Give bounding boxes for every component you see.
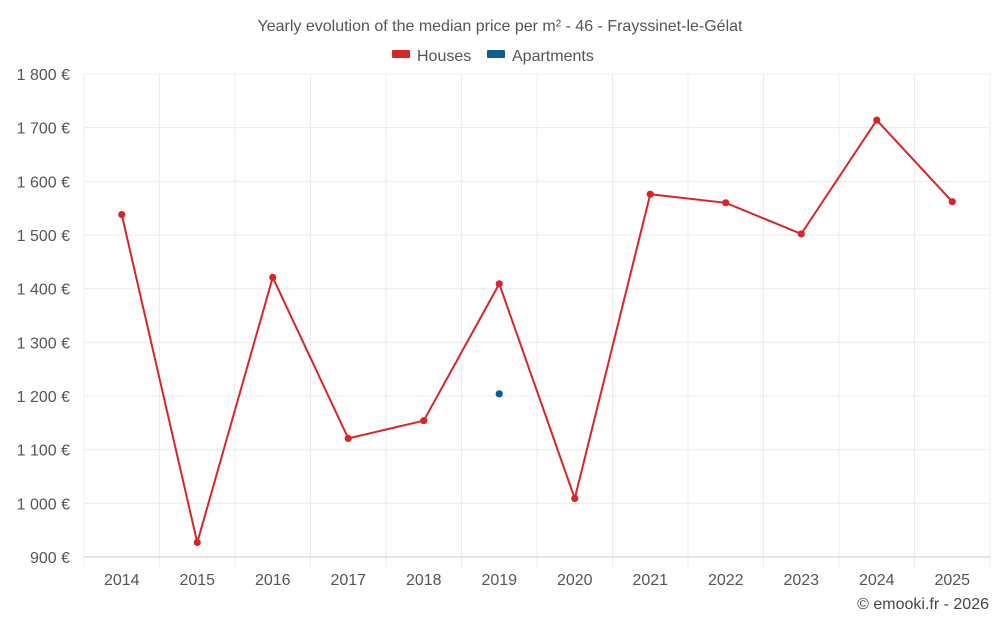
data-point-houses-2016[interactable] [269,273,277,281]
series-houses [118,116,956,547]
legend-swatch-apartments [487,50,505,58]
data-point-houses-2025[interactable] [948,198,956,206]
data-point-houses-2024[interactable] [873,116,881,124]
legend-item-houses[interactable]: Houses [392,48,471,65]
y-axis-labels: 900 € 1 000 € 1 100 € 1 200 € 1 300 € 1 400 €… [17,67,70,567]
data-point-houses-2018[interactable] [420,417,428,425]
legend-label-houses: Houses [417,48,471,65]
x-tick-label: 2015 [179,572,215,589]
x-tick-label: 2022 [708,572,744,589]
y-tick-label: 900 € [30,550,70,567]
x-tick-label: 2024 [859,572,895,589]
data-point-houses-2014[interactable] [118,211,126,219]
x-tick-label: 2021 [632,572,668,589]
series-layer [118,116,956,547]
data-point-houses-2019[interactable] [495,280,503,288]
x-gridlines [83,74,991,567]
data-point-houses-2017[interactable] [344,434,352,442]
x-tick-label: 2014 [104,572,140,589]
data-point-houses-2020[interactable] [571,494,579,503]
legend-swatch-houses [392,50,410,58]
data-point-apartments-2019[interactable] [495,390,503,398]
data-point-houses-2022[interactable] [722,199,730,207]
data-point-houses-2015[interactable] [193,538,201,547]
y-tick-label: 1 200 € [17,389,70,406]
series-line-houses [120,118,953,543]
series-apartments [495,390,503,398]
chart-title: Yearly evolution of the median price per… [258,18,744,35]
x-tick-label: 2020 [557,572,593,589]
y-tick-label: 1 700 € [17,121,70,138]
y-tick-label: 1 800 € [17,67,70,84]
legend: Houses Apartments [392,48,594,65]
x-tick-label: 2025 [934,572,970,589]
legend-label-apartments: Apartments [512,48,594,65]
x-axis-labels: 2014 2015 2016 2017 2018 2019 2020 2021 2022 2023… [104,572,970,589]
y-tick-label: 1 400 € [17,282,70,299]
x-tick-label: 2016 [255,572,291,589]
legend-item-apartments[interactable]: Apartments [487,48,594,65]
y-tick-label: 1 000 € [17,496,70,513]
x-tick-label: 2018 [406,572,442,589]
x-tick-label: 2017 [330,572,366,589]
x-tick-label: 2019 [481,572,517,589]
y-tick-label: 1 500 € [17,228,70,245]
y-tick-label: 1 100 € [17,443,70,460]
y-tick-label: 1 600 € [17,174,70,191]
y-tick-label: 1 300 € [17,335,70,352]
x-tick-label: 2023 [783,572,819,589]
credit-text: © emooki.fr - 2026 [857,596,989,613]
data-point-houses-2021[interactable] [646,190,654,198]
data-point-houses-2023[interactable] [797,230,805,238]
